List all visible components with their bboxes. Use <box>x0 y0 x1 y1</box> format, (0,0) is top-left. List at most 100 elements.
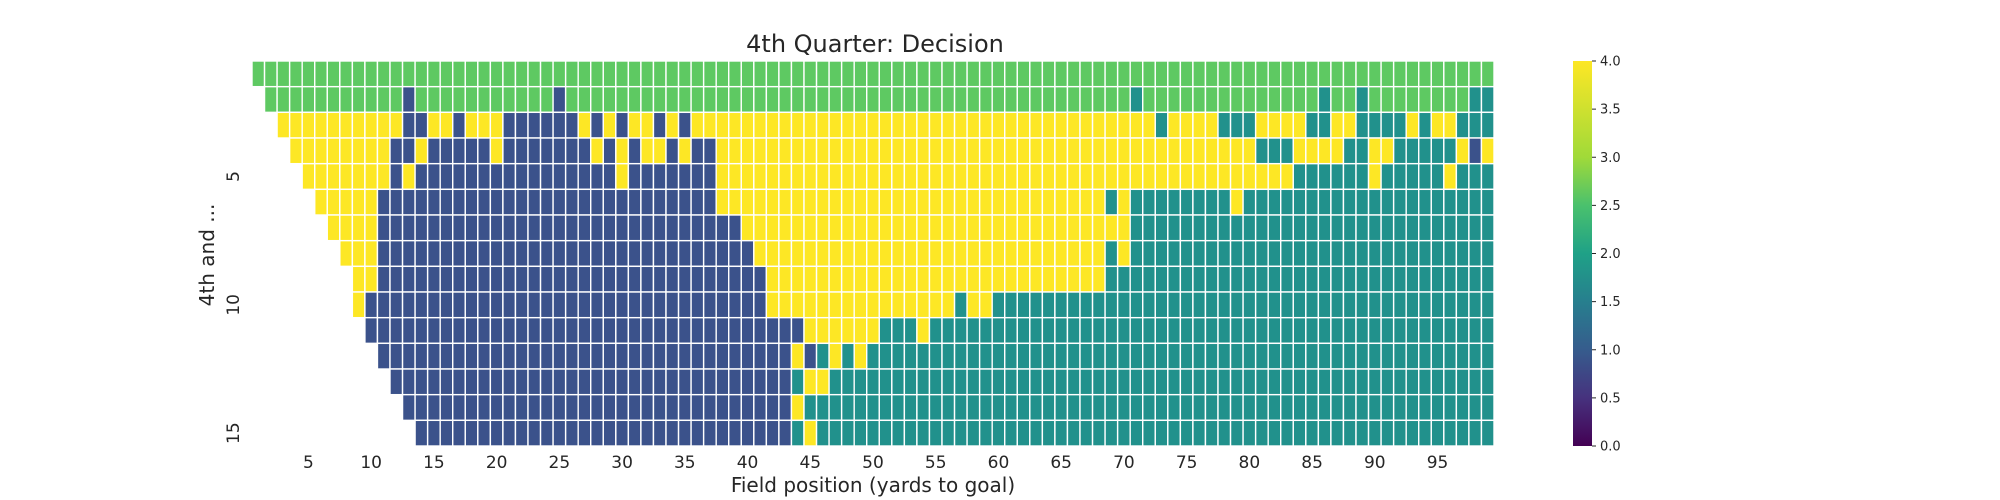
heatmap-cell <box>401 137 416 165</box>
heatmap-cell <box>1142 111 1156 139</box>
heatmap-cell <box>1430 316 1445 345</box>
heatmap-cell <box>439 162 454 191</box>
heatmap-cell <box>552 162 567 191</box>
heatmap-cell <box>489 85 504 114</box>
heatmap-cell <box>941 239 956 268</box>
heatmap-cell <box>753 291 768 319</box>
heatmap-cell <box>1280 291 1294 319</box>
heatmap-cell <box>426 419 441 447</box>
heatmap-cell <box>790 393 805 422</box>
heatmap-cell <box>1054 368 1069 396</box>
heatmap-cell <box>401 291 416 319</box>
heatmap-cell <box>978 85 993 114</box>
heatmap-cell <box>853 137 868 165</box>
heatmap-cell <box>690 111 705 139</box>
x-tick-label: 35 <box>674 453 696 473</box>
heatmap-cell <box>702 111 717 139</box>
heatmap-cell <box>928 419 943 447</box>
heatmap-cell <box>1016 316 1031 345</box>
heatmap-cell <box>489 111 504 139</box>
heatmap-cell <box>765 162 780 191</box>
heatmap-cell <box>426 342 441 370</box>
heatmap-cell <box>803 111 818 139</box>
heatmap-cell <box>564 265 579 293</box>
heatmap-cell <box>652 188 667 216</box>
heatmap-cell <box>878 188 893 216</box>
y-tick-label: 15 <box>224 422 244 444</box>
heatmap-cell <box>552 368 567 396</box>
heatmap-cell <box>815 60 830 88</box>
heatmap-cell <box>928 291 943 319</box>
heatmap-cell <box>702 85 717 114</box>
heatmap-cell <box>1116 214 1131 242</box>
heatmap-cell <box>991 60 1006 88</box>
heatmap-cell <box>426 137 441 165</box>
heatmap-cell <box>891 85 906 114</box>
heatmap-cell <box>715 188 730 216</box>
heatmap-cell <box>389 137 404 165</box>
heatmap-cell <box>1355 214 1370 242</box>
heatmap-cell <box>677 85 692 114</box>
heatmap-cell <box>677 342 692 370</box>
heatmap-cell <box>702 419 717 447</box>
x-tick-label: 95 <box>1427 453 1449 473</box>
heatmap-cell <box>1167 342 1182 370</box>
heatmap-cell <box>1292 368 1307 396</box>
heatmap-cell <box>1091 214 1106 242</box>
heatmap-cell <box>314 137 328 165</box>
heatmap-cell <box>1004 342 1018 370</box>
heatmap-cell <box>928 265 943 293</box>
heatmap-cell <box>903 239 918 268</box>
colorbar-tick-label: 4.0 <box>1600 55 1621 70</box>
heatmap-cell <box>790 188 805 216</box>
heatmap-cell <box>1192 265 1207 293</box>
heatmap-cell <box>439 188 454 216</box>
heatmap-cell <box>778 342 793 370</box>
x-tick-label: 50 <box>862 453 884 473</box>
heatmap-cell <box>527 60 542 88</box>
heatmap-cell <box>414 188 429 216</box>
heatmap-cell <box>1254 188 1269 216</box>
heatmap-cell <box>941 60 956 88</box>
heatmap-cell <box>1367 214 1382 242</box>
heatmap-cell <box>891 368 906 396</box>
heatmap-cell <box>1204 214 1219 242</box>
heatmap-cell <box>602 393 617 422</box>
heatmap-cell <box>1292 393 1307 422</box>
heatmap-cell <box>439 137 454 165</box>
heatmap-cell <box>301 60 316 88</box>
heatmap-cell <box>1129 85 1144 114</box>
heatmap-cell <box>577 291 592 319</box>
heatmap-cell <box>966 291 981 319</box>
heatmap-cell <box>765 60 780 88</box>
heatmap-cell <box>1179 342 1194 370</box>
heatmap-cell <box>477 85 492 114</box>
heatmap-cell <box>1142 214 1156 242</box>
heatmap-cell <box>803 419 818 447</box>
heatmap-cell <box>1016 419 1031 447</box>
heatmap-cell <box>1330 162 1345 191</box>
heatmap-cell <box>514 265 529 293</box>
heatmap-cell <box>1179 368 1194 396</box>
heatmap-cell <box>1104 85 1119 114</box>
heatmap-cell <box>891 188 906 216</box>
heatmap-cell <box>326 60 341 88</box>
heatmap-cell <box>514 137 529 165</box>
heatmap-cell <box>1292 60 1307 88</box>
heatmap-cell <box>602 85 617 114</box>
heatmap-cell <box>853 342 868 370</box>
heatmap-cell <box>652 137 667 165</box>
heatmap-cell <box>527 111 542 139</box>
heatmap-cell <box>1267 419 1282 447</box>
heatmap-cell <box>1004 111 1018 139</box>
heatmap-cell <box>602 419 617 447</box>
x-tick-label: 85 <box>1301 453 1323 473</box>
heatmap-cell <box>539 342 554 370</box>
x-tick-label: 25 <box>549 453 571 473</box>
heatmap-cell <box>1217 239 1232 268</box>
heatmap-cell <box>1317 188 1332 216</box>
heatmap-cell <box>778 239 793 268</box>
heatmap-cell <box>539 239 554 268</box>
heatmap-cell <box>426 239 441 268</box>
heatmap-cell <box>665 393 680 422</box>
